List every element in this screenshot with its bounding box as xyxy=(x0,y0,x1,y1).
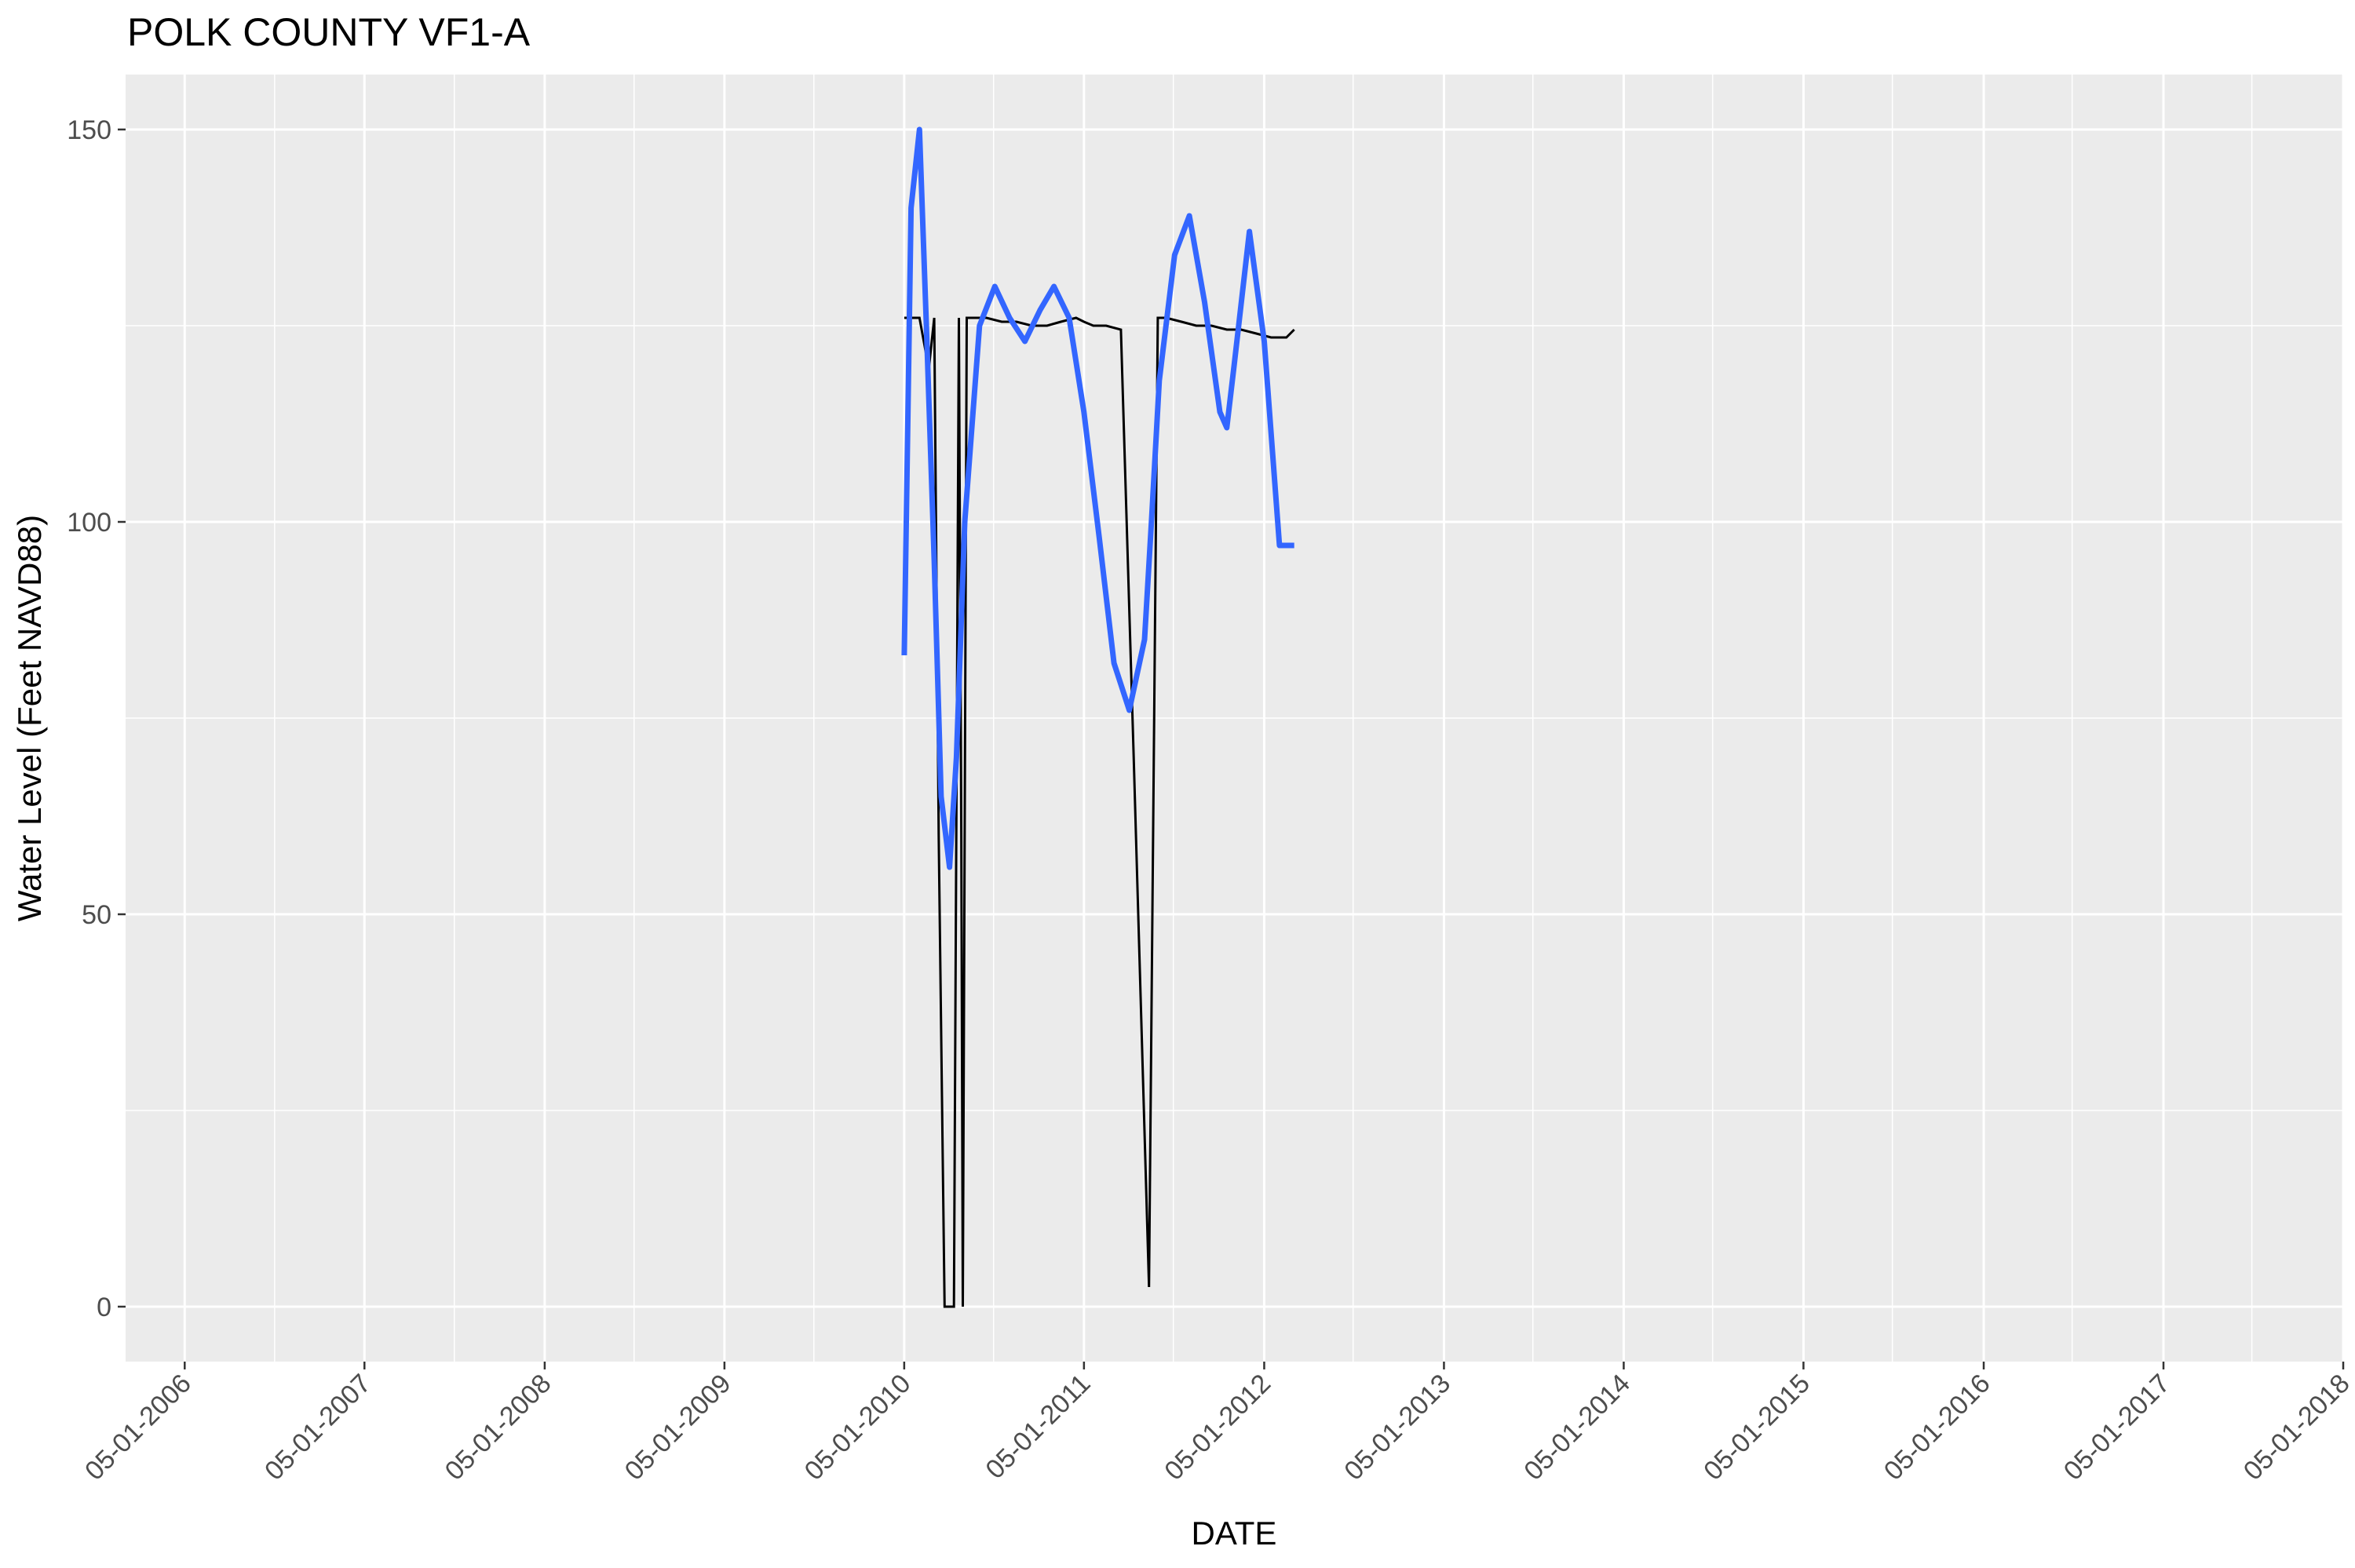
x-tick-label: 05-01-2017 xyxy=(2058,1369,2176,1486)
y-tick-label: 150 xyxy=(67,115,111,145)
x-tick-label: 05-01-2010 xyxy=(799,1369,917,1486)
series-layer xyxy=(901,126,1295,1308)
x-tick-label: 05-01-2014 xyxy=(1518,1369,1636,1486)
x-axis-title: DATE xyxy=(1192,1515,1277,1552)
x-tick-label: 05-01-2007 xyxy=(259,1369,377,1486)
x-tick-label: 05-01-2015 xyxy=(1698,1369,1816,1486)
x-tick-label: 05-01-2018 xyxy=(2238,1369,2355,1486)
x-tick-label: 05-01-2009 xyxy=(619,1369,737,1486)
y-axis-title: Water Level (Feet NAVD88) xyxy=(11,515,48,921)
y-tick-label: 50 xyxy=(82,900,111,930)
x-tick-label: 05-01-2016 xyxy=(1879,1369,1996,1486)
y-tick-label: 100 xyxy=(67,508,111,538)
x-tick-label: 05-01-2013 xyxy=(1338,1369,1456,1486)
x-tick-label: 05-01-2006 xyxy=(79,1369,197,1486)
major-gridlines xyxy=(126,75,2345,1362)
x-tick-label: 05-01-2012 xyxy=(1159,1369,1276,1486)
y-tick-label: 0 xyxy=(97,1293,111,1322)
y-axis: 0 50 100 150 xyxy=(67,115,126,1322)
smoothed-trend-line xyxy=(901,126,1294,870)
x-tick-label: 05-01-2008 xyxy=(440,1369,557,1486)
chart-title: POLK COUNTY VF1-A xyxy=(127,10,531,54)
x-axis: 05-01-2006 05-01-2007 05-01-2008 05-01-2009… xyxy=(79,1362,2355,1486)
x-tick-label: 05-01-2011 xyxy=(980,1369,1096,1485)
